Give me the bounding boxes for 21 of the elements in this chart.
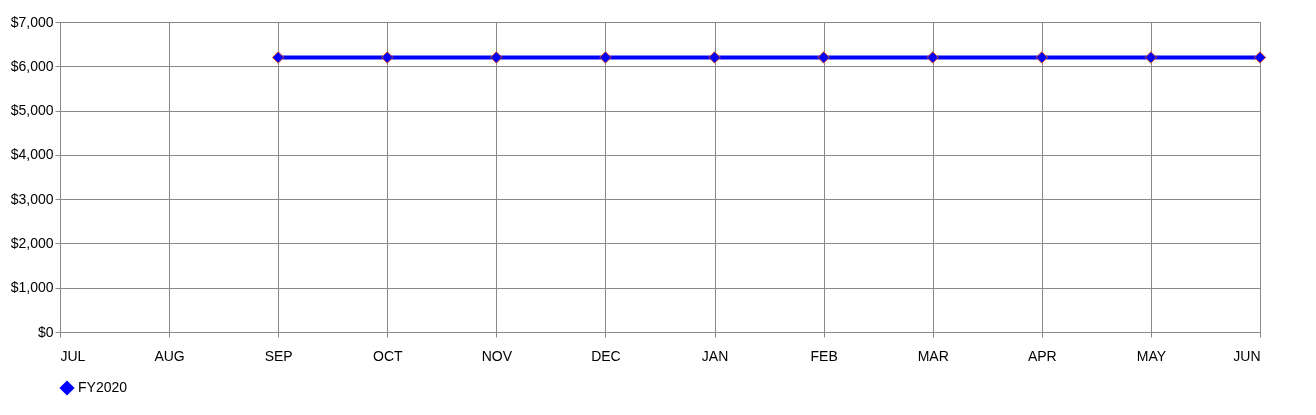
x-tick-label: JUN	[1233, 347, 1261, 364]
x-tick-label: JUL	[60, 347, 86, 364]
x-tick-label: OCT	[372, 347, 403, 364]
x-tick-label: SEP	[264, 347, 293, 364]
y-tick-label: $6,000	[10, 57, 54, 74]
y-tick-label: $0	[37, 323, 54, 340]
x-tick-label: AUG	[154, 347, 185, 364]
x-tick-label: FEB	[810, 347, 838, 364]
y-tick-label: $7,000	[10, 13, 54, 30]
x-tick-label: MAR	[917, 347, 949, 364]
y-tick-label: $4,000	[10, 146, 54, 163]
y-tick-label: $3,000	[10, 190, 54, 207]
x-tick-label: APR	[1027, 347, 1057, 364]
y-tick-label: $2,000	[10, 234, 54, 251]
x-tick-label: MAY	[1136, 347, 1167, 364]
x-tick-label: NOV	[481, 347, 513, 364]
x-tick-label: JAN	[701, 347, 729, 364]
x-tick-label: DEC	[591, 347, 621, 364]
y-tick-label: $5,000	[10, 102, 54, 119]
y-tick-label: $1,000	[10, 279, 54, 296]
legend-label: FY2020	[78, 379, 128, 395]
